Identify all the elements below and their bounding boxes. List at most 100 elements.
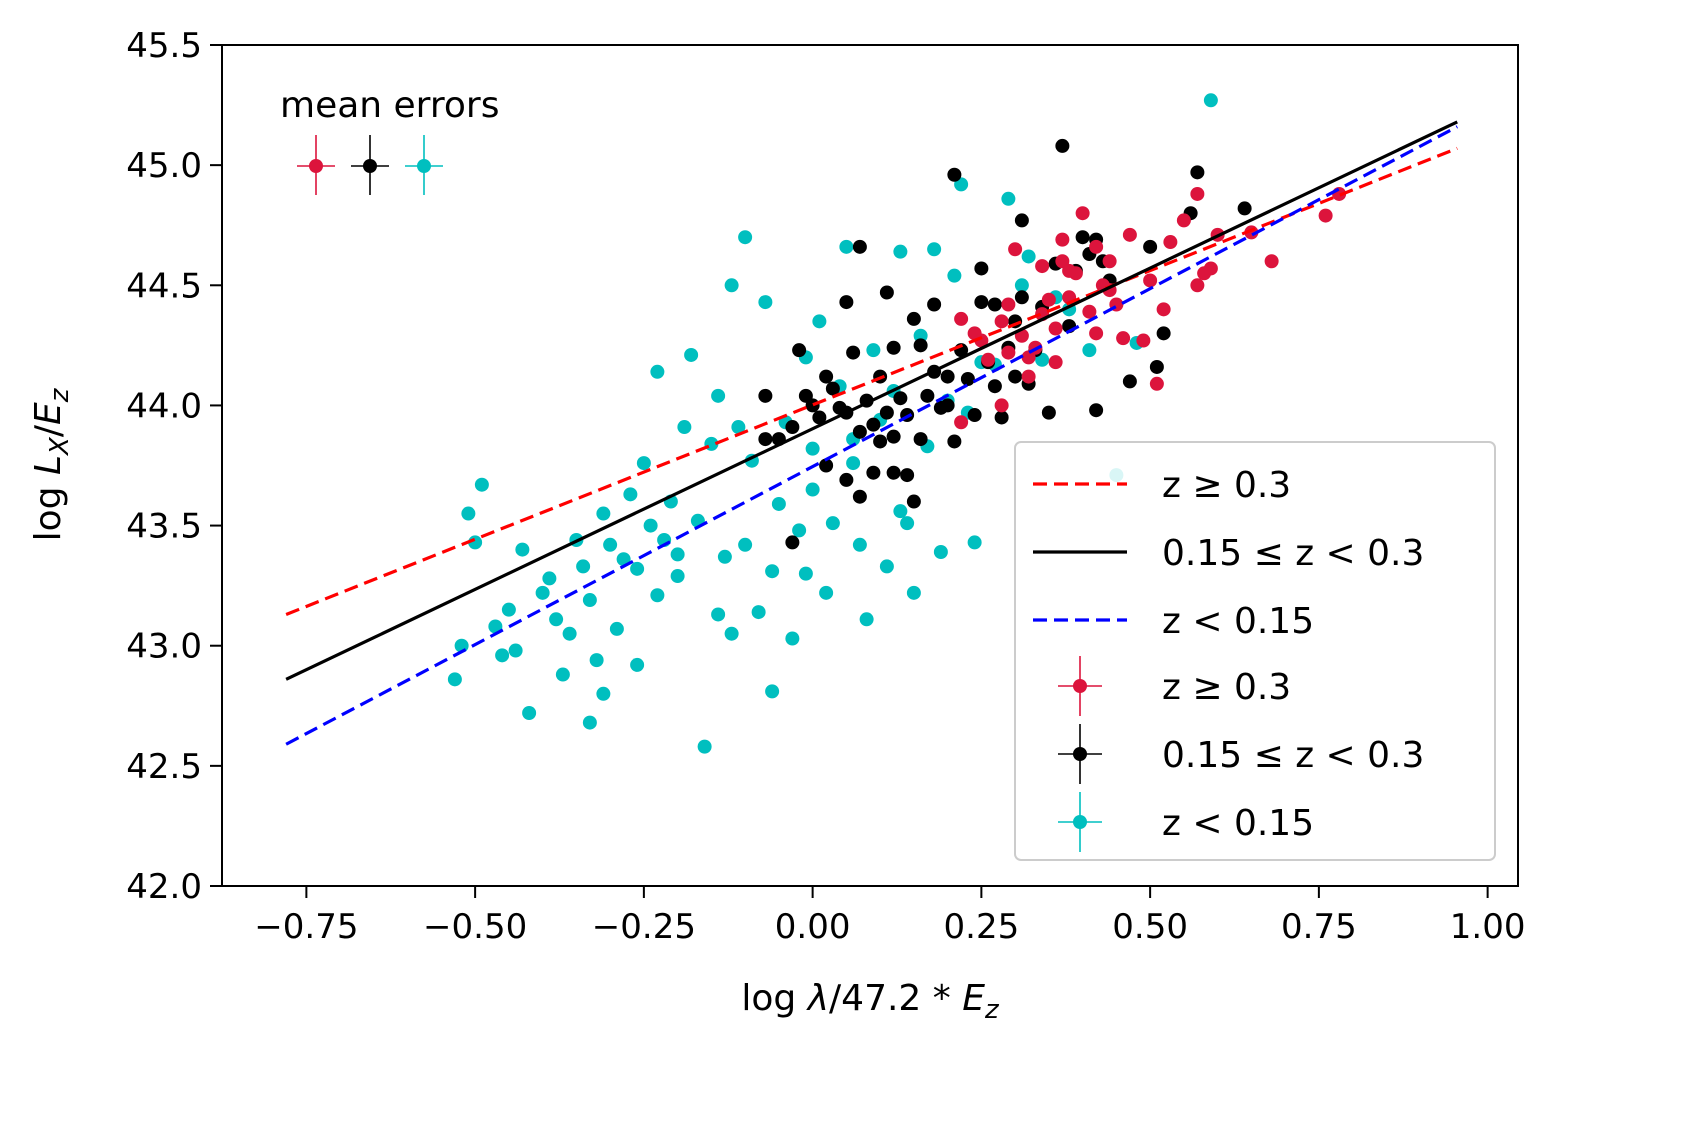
data-point: [846, 345, 861, 360]
data-point: [954, 311, 969, 326]
data-point: [508, 643, 523, 658]
data-point: [1143, 239, 1158, 254]
data-point: [994, 314, 1009, 329]
data-point: [724, 278, 739, 293]
data-point: [1082, 343, 1097, 358]
data-point: [1203, 261, 1218, 276]
y-tick-label: 44.5: [126, 266, 202, 306]
data-point: [940, 369, 955, 384]
y-tick-label: 42.5: [126, 747, 202, 787]
data-point: [1048, 321, 1063, 336]
y-tick-label: 43.0: [126, 627, 202, 667]
data-point: [879, 285, 894, 300]
data-point: [596, 506, 611, 521]
data-point: [825, 516, 840, 531]
data-point: [1055, 138, 1070, 153]
data-point: [738, 537, 753, 552]
x-axis-label: log λ/47.2 * Ez: [741, 978, 1000, 1025]
legend-label: z < 0.15: [1162, 601, 1314, 642]
y-tick-label: 44.0: [126, 386, 202, 426]
data-point: [1190, 165, 1205, 180]
data-point: [724, 626, 739, 641]
data-point: [1008, 369, 1023, 384]
x-tick-label: 0.75: [1281, 907, 1357, 947]
data-point: [670, 569, 685, 584]
data-point: [1055, 232, 1070, 247]
legend-items: z ≥ 0.3 0.15 ≤ z < 0.3 z < 0.15 z ≥ 0.3 0.15…: [1033, 465, 1424, 852]
data-point: [785, 631, 800, 646]
data-point: [866, 343, 881, 358]
data-point: [819, 585, 834, 600]
data-point: [873, 434, 888, 449]
data-point: [879, 559, 894, 574]
data-point: [839, 239, 854, 254]
data-point: [852, 489, 867, 504]
mean-errors-label: mean errors: [280, 85, 499, 126]
data-point: [947, 434, 962, 449]
data-point: [967, 408, 982, 423]
legend-label: z ≥ 0.3: [1162, 667, 1291, 708]
data-point: [893, 244, 908, 259]
data-point: [805, 482, 820, 497]
data-point: [913, 328, 928, 343]
data-point: [447, 672, 462, 687]
data-point: [987, 297, 1002, 312]
data-point: [819, 369, 834, 384]
data-point: [940, 398, 955, 413]
data-point: [805, 441, 820, 456]
data-point: [758, 388, 773, 403]
data-point: [1062, 263, 1077, 278]
data-point: [792, 343, 807, 358]
data-point: [670, 547, 685, 562]
data-point: [1021, 249, 1036, 264]
data-point: [555, 667, 570, 682]
data-point: [1035, 259, 1050, 274]
data-point: [994, 398, 1009, 413]
plot-frame: [221, 44, 1519, 887]
y-tick-label: 42.0: [126, 867, 202, 907]
data-point: [535, 585, 550, 600]
data-point: [927, 242, 942, 257]
x-tick-label: −0.75: [254, 907, 358, 947]
y-tick-label: 45.0: [126, 146, 202, 186]
data-point: [650, 364, 665, 379]
data-point: [549, 612, 564, 627]
data-point: [913, 338, 928, 353]
data-point: [636, 456, 651, 471]
data-point: [488, 619, 503, 634]
x-tick-label: −0.50: [423, 907, 527, 947]
data-point: [731, 420, 746, 435]
data-point: [738, 230, 753, 245]
data-point: [717, 549, 732, 564]
data-point: [623, 487, 638, 502]
y-tick-label: 45.5: [126, 26, 202, 66]
data-point: [913, 432, 928, 447]
data-point: [920, 388, 935, 403]
data-point: [609, 621, 624, 636]
data-point: [1001, 191, 1016, 206]
data-point: [839, 472, 854, 487]
data-point: [886, 465, 901, 480]
data-point: [1014, 290, 1029, 305]
data-point: [515, 542, 530, 557]
data-point: [906, 311, 921, 326]
data-point: [650, 588, 665, 603]
legend-label: z ≥ 0.3: [1162, 465, 1291, 506]
data-point: [954, 415, 969, 430]
data-point: [866, 417, 881, 432]
data-point: [893, 391, 908, 406]
data-point: [522, 705, 537, 720]
data-point: [879, 405, 894, 420]
x-tick-label: 0.25: [944, 907, 1020, 947]
data-point: [468, 535, 483, 550]
data-point: [812, 410, 827, 425]
legend-box: [1014, 441, 1496, 861]
data-point: [1089, 403, 1104, 418]
data-point: [1143, 273, 1158, 288]
data-point: [933, 545, 948, 560]
data-point: [994, 410, 1009, 425]
data-point: [1156, 302, 1171, 317]
y-tick-label: 43.5: [126, 507, 202, 547]
data-point: [630, 561, 645, 576]
